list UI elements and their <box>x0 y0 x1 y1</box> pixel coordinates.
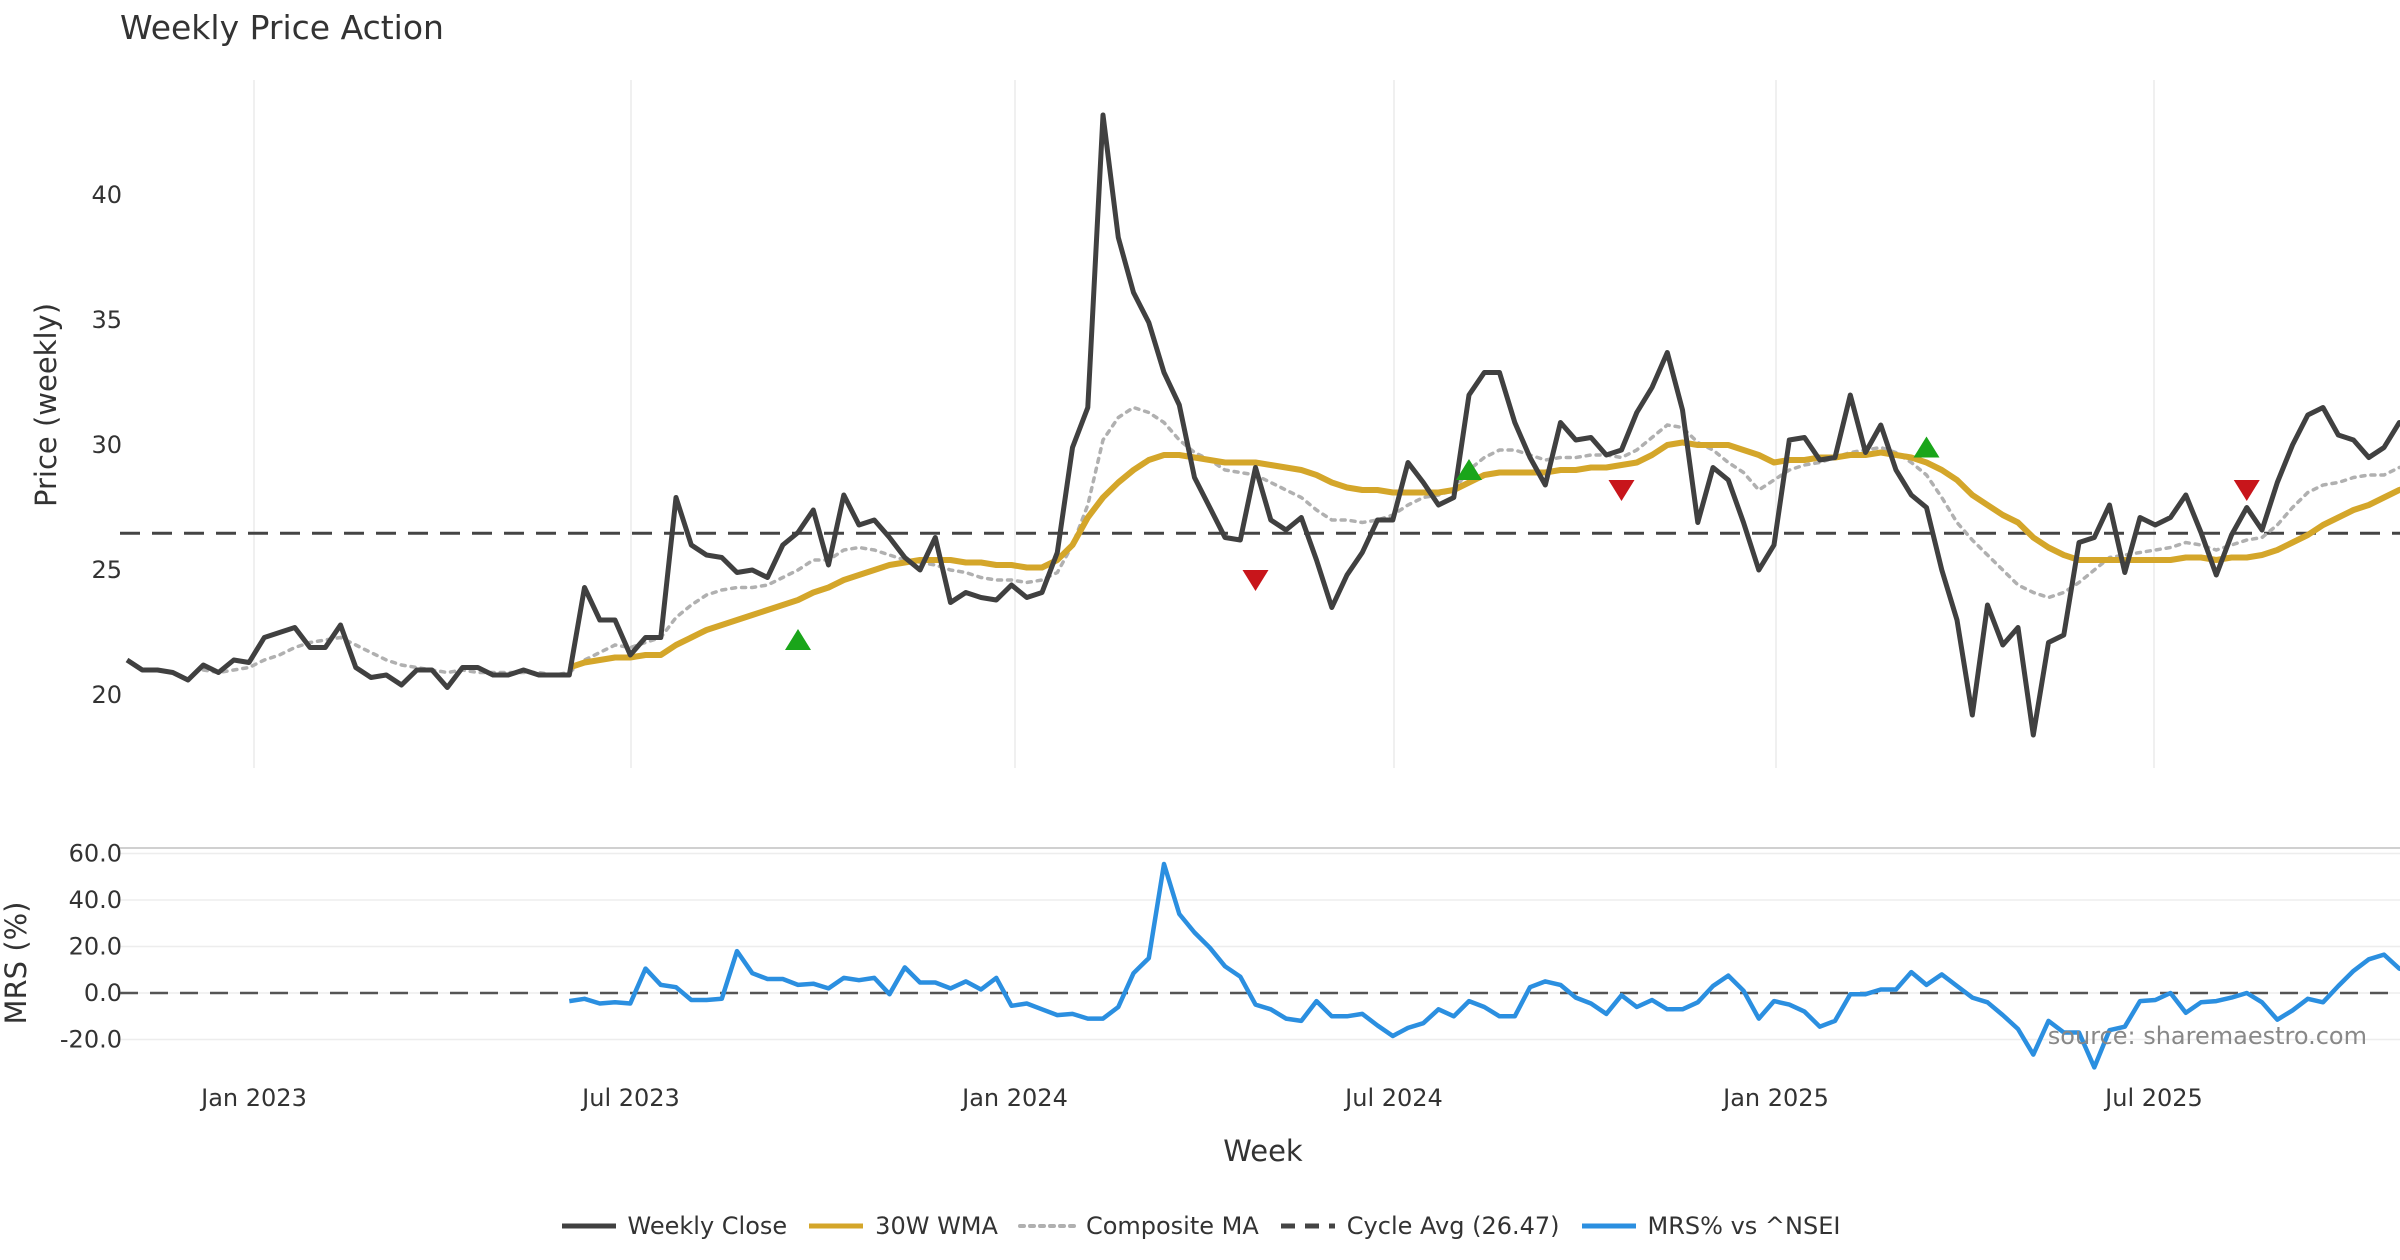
legend: Weekly Close 30W WMA Composite MA Cycle Avg… <box>0 1212 2400 1240</box>
upper-y-tick: 25 <box>91 556 122 584</box>
upper-y-tick: 30 <box>91 431 122 459</box>
lower-y-tick: 40.0 <box>69 886 122 914</box>
lower-y-tick: 60.0 <box>69 840 122 868</box>
sell-signal-marker <box>1242 570 1269 591</box>
legend-swatch <box>809 1223 864 1229</box>
legend-label: Weekly Close <box>627 1212 788 1240</box>
legend-item: 30W WMA <box>807 1212 998 1240</box>
lower-y-tick: -20.0 <box>60 1026 122 1054</box>
sell-signal-marker <box>2233 480 2260 501</box>
buy-signal-marker <box>1913 436 1940 458</box>
legend-swatch <box>1581 1223 1636 1229</box>
legend-item: MRS% vs ^NSEI <box>1580 1212 1841 1240</box>
chart-title: Weekly Price Action <box>120 8 444 47</box>
legend-label: MRS% vs ^NSEI <box>1647 1212 1841 1240</box>
legend-item: Weekly Close <box>560 1212 788 1240</box>
upper-grid <box>253 80 2155 768</box>
legend-label: Cycle Avg (26.47) <box>1346 1212 1560 1240</box>
legend-swatch <box>1280 1223 1335 1229</box>
lower-y-tick: 0.0 <box>84 979 122 1007</box>
x-tick: Jul 2025 <box>2103 1084 2203 1112</box>
x-tick: Jul 2023 <box>580 1084 680 1112</box>
mrs-line <box>568 861 2400 1070</box>
sell-signal-marker <box>1608 480 1635 501</box>
lower-series <box>120 861 2400 1070</box>
lower-grid <box>120 847 2400 1041</box>
buy-signal-marker <box>1456 459 1482 480</box>
upper-y-axis-label: Price (weekly) <box>29 303 63 507</box>
legend-label: 30W WMA <box>875 1212 998 1240</box>
legend-swatch <box>561 1223 616 1229</box>
legend-label: Composite MA <box>1085 1212 1259 1240</box>
upper-y-tick: 35 <box>91 306 122 334</box>
lower-y-axis-label: MRS (%) <box>0 902 33 1025</box>
x-axis-label: Week <box>1223 1134 1303 1168</box>
source-label: source: sharemaestro.com <box>2048 1022 2367 1050</box>
x-tick: Jul 2024 <box>1343 1084 1443 1112</box>
composite-ma-line <box>201 405 2400 677</box>
upper-series <box>120 112 2400 738</box>
upper-y-ticks: 20 25 30 35 40 <box>91 181 122 709</box>
legend-item: Cycle Avg (26.47) <box>1279 1212 1560 1240</box>
x-tick: Jan 2025 <box>1721 1084 1829 1112</box>
signal-markers <box>785 436 2260 650</box>
x-ticks: Jan 2023 Jul 2023 Jan 2024 Jul 2024 Jan 2025… <box>199 1084 2203 1112</box>
weekly-close-line <box>125 112 2400 738</box>
buy-signal-marker <box>785 629 811 650</box>
x-tick: Jan 2023 <box>199 1084 307 1112</box>
lower-y-ticks: 60.0 40.0 20.0 0.0 -20.0 <box>60 840 122 1054</box>
legend-swatch <box>1017 1224 1076 1228</box>
upper-y-tick: 40 <box>91 181 122 209</box>
lower-y-tick: 20.0 <box>69 933 122 961</box>
x-tick: Jan 2024 <box>960 1084 1068 1112</box>
legend-item: Composite MA <box>1017 1212 1259 1240</box>
upper-y-tick: 20 <box>91 681 122 709</box>
